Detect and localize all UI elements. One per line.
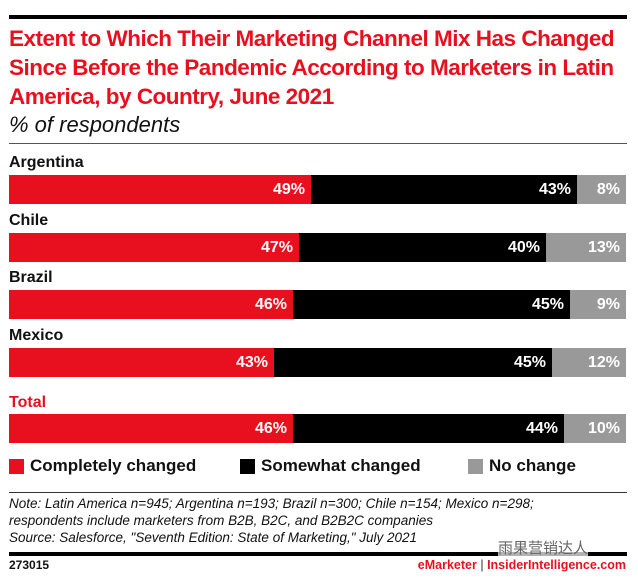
category-label-total: Total [9,394,47,411]
brand-emarketer: eMarketer [417,558,477,572]
data-label-argentina-completely: 49% [272,181,305,198]
data-label-chile-somewhat: 40% [507,239,540,256]
bar-brazil-no-change [570,290,626,319]
category-label-mexico: Mexico [9,327,64,344]
top-rule [9,15,627,19]
bar-argentina-completely [9,175,311,204]
footer-brand: eMarketer | InsiderIntelligence.com [418,558,626,572]
bar-mexico-completely [9,348,274,377]
data-label-mexico-completely: 43% [235,354,268,371]
bar-argentina-somewhat [311,175,577,204]
data-label-mexico-no-change: 12% [587,354,620,371]
legend-swatch-no-change [468,459,483,474]
chart-subtitle: % of respondents [9,112,181,137]
bar-brazil-somewhat [293,290,570,319]
subtitle-rule [9,143,627,144]
data-label-total-no-change: 10% [587,420,620,437]
brand-insider-link[interactable]: InsiderIntelligence.com [487,558,626,572]
bar-chile-somewhat [299,233,546,262]
legend-label-somewhat: Somewhat changed [261,456,421,475]
data-label-chile-no-change: 13% [587,239,620,256]
data-label-total-completely: 46% [254,420,287,437]
bar-total-no-change [564,414,626,443]
bar-argentina-no-change [577,175,626,204]
data-label-argentina-no-change: 8% [596,181,620,198]
data-label-mexico-somewhat: 45% [513,354,546,371]
bar-total-completely [9,414,293,443]
data-label-brazil-completely: 46% [254,296,287,313]
watermark: 雨果营销达人 [498,537,589,558]
brand-separator: | [480,558,484,572]
data-label-argentina-somewhat: 43% [538,181,571,198]
legend-swatch-completely [9,459,24,474]
data-label-brazil-somewhat: 45% [531,296,564,313]
notes-rule [9,492,627,493]
bar-mexico-somewhat [274,348,552,377]
bar-chile-no-change [546,233,626,262]
category-label-argentina: Argentina [9,154,84,171]
bottom-rule [9,552,627,556]
bar-mexico-no-change [552,348,626,377]
chart-title: Extent to Which Their Marketing Channel … [9,26,615,109]
legend-label-completely: Completely changed [30,456,197,475]
category-label-chile: Chile [9,212,49,229]
bar-total-somewhat [293,414,564,443]
bar-brazil-completely [9,290,293,319]
note-line-1: Note: Latin America n=945; Argentina n=1… [9,496,534,511]
legend-swatch-somewhat [240,459,255,474]
data-label-total-somewhat: 44% [525,420,558,437]
bar-chile-completely [9,233,299,262]
chart-id: 273015 [9,558,50,572]
legend-label-no-change: No change [489,456,576,475]
category-label-brazil: Brazil [9,269,53,286]
data-label-chile-completely: 47% [260,239,293,256]
data-label-brazil-no-change: 9% [596,296,620,313]
source-note: Source: Salesforce, "Seventh Edition: St… [9,530,418,545]
note-line-2: respondents include marketers from B2B, … [9,513,433,528]
